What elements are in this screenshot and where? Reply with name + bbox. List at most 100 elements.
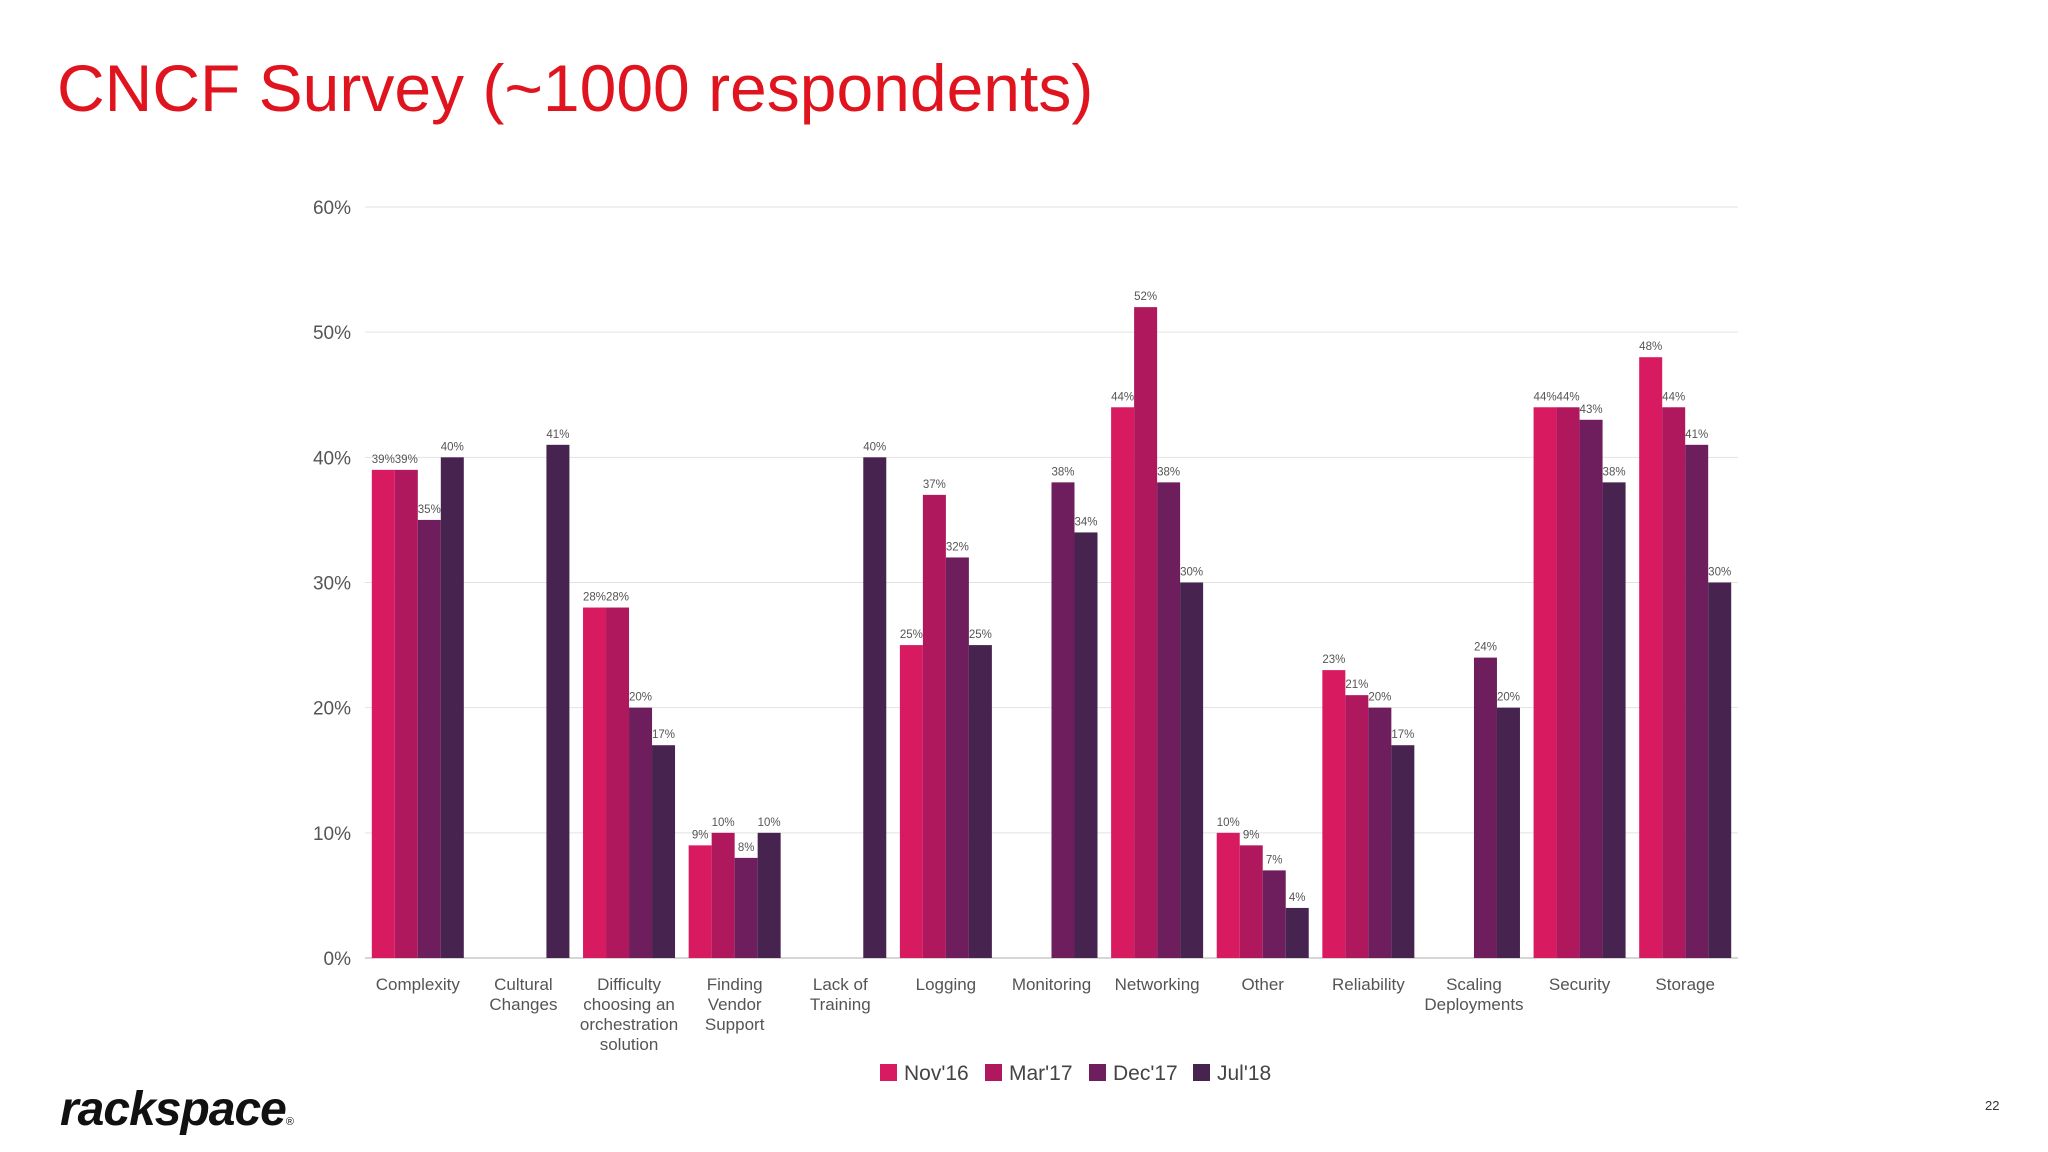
- bar: [1602, 482, 1626, 958]
- data-label: 7%: [1266, 854, 1283, 866]
- legend-swatch: [985, 1064, 1002, 1081]
- data-label: 9%: [1243, 829, 1260, 841]
- data-labels: 39% 39%35%40%41%28% 28%20%17%9%10%8%10%40%…: [372, 291, 1731, 904]
- data-label: 40%: [863, 441, 886, 453]
- bar: [440, 457, 464, 958]
- y-tick-label: 30%: [313, 574, 351, 595]
- category-label: Difficulty choosing an orchestration soluti…: [580, 975, 678, 1054]
- bar: [1533, 407, 1557, 958]
- category-label: Complexity: [376, 975, 461, 994]
- bar: [1368, 707, 1392, 958]
- bar: [922, 494, 946, 958]
- data-label: 28%: [583, 592, 606, 604]
- bar: [1216, 832, 1240, 958]
- data-label: 21%: [1345, 679, 1368, 691]
- y-tick-label: 10%: [313, 824, 351, 845]
- data-label: 38%: [1157, 466, 1180, 478]
- y-tick-label: 0%: [324, 949, 352, 970]
- data-label: 30%: [1708, 567, 1731, 579]
- data-label: 8%: [738, 842, 755, 854]
- bars: [371, 307, 1732, 959]
- bar: [1391, 745, 1415, 958]
- category-labels: Complexity Cultural Changes Difficulty choos…: [376, 975, 1715, 1054]
- bar: [583, 607, 607, 958]
- category-label: Storage: [1655, 975, 1715, 994]
- category-label: Networking: [1115, 975, 1200, 994]
- bar: [546, 444, 570, 959]
- y-axis-ticks: 0% 10% 20% 30% 40% 50% 60%: [313, 198, 351, 970]
- bar: [757, 832, 781, 958]
- data-label: 20%: [1497, 692, 1520, 704]
- data-label: 10%: [758, 817, 781, 829]
- data-label: 17%: [1391, 729, 1414, 741]
- category-label: Monitoring: [1012, 975, 1091, 994]
- bar: [652, 745, 676, 958]
- data-label: 4%: [1289, 892, 1306, 904]
- data-label: 9%: [692, 829, 709, 841]
- data-label: 44%: [1557, 391, 1580, 403]
- bar: [1662, 407, 1686, 958]
- bar: [1051, 482, 1075, 958]
- category-label: Other: [1241, 975, 1284, 994]
- bar: [1685, 444, 1709, 959]
- bar: [945, 557, 969, 958]
- category-label: Logging: [916, 975, 977, 994]
- bar: [417, 519, 441, 958]
- bar: [688, 845, 712, 958]
- bar: [1345, 695, 1369, 958]
- data-label: 34%: [1074, 516, 1097, 528]
- category-label: Security: [1549, 975, 1611, 994]
- legend-swatch: [880, 1064, 897, 1081]
- data-label: 28%: [606, 592, 629, 604]
- data-label: 32%: [946, 541, 969, 553]
- bar: [968, 645, 992, 958]
- bar: [1708, 582, 1732, 958]
- data-label: 48%: [1639, 341, 1662, 353]
- page-number: 22: [1985, 1098, 2000, 1113]
- data-label: 25%: [900, 629, 923, 641]
- legend-label: Mar'17: [1009, 1062, 1073, 1085]
- data-label: 24%: [1474, 642, 1497, 654]
- data-label: 44%: [1534, 391, 1557, 403]
- bar: [1496, 707, 1520, 958]
- bar: [1134, 307, 1158, 959]
- data-label: 52%: [1134, 291, 1157, 303]
- data-label: 23%: [1322, 654, 1345, 666]
- slide-title: CNCF Survey (~1000 respondents): [57, 51, 1094, 125]
- category-label: Scaling Deployments: [1424, 975, 1523, 1014]
- data-label: 39%: [395, 454, 418, 466]
- bar: [1639, 357, 1663, 958]
- data-label: 41%: [546, 429, 569, 441]
- data-label: 44%: [1662, 391, 1685, 403]
- legend-swatch: [1089, 1064, 1106, 1081]
- data-label: 39%: [372, 454, 395, 466]
- data-label: 20%: [1368, 692, 1391, 704]
- bar: [1579, 419, 1603, 958]
- data-label: 35%: [418, 504, 441, 516]
- y-tick-label: 50%: [313, 323, 351, 344]
- bar: [1262, 870, 1286, 958]
- data-label: 10%: [712, 817, 735, 829]
- data-label: 40%: [441, 441, 464, 453]
- category-label: Lack of Training: [810, 975, 871, 1014]
- legend-label: Dec'17: [1113, 1062, 1178, 1085]
- bar: [606, 607, 630, 958]
- data-label: 37%: [923, 479, 946, 491]
- bar: [899, 645, 923, 958]
- bar: [1074, 532, 1098, 958]
- data-label: 38%: [1051, 466, 1074, 478]
- legend-swatch: [1193, 1064, 1210, 1081]
- bar: [1473, 657, 1497, 958]
- bar: [1322, 670, 1346, 958]
- legend: Nov'16 Mar'17 Dec'17 Jul'18: [880, 1062, 1271, 1085]
- bar: [629, 707, 653, 958]
- legend-label: Nov'16: [904, 1062, 969, 1085]
- bar: [711, 832, 735, 958]
- bar: [394, 469, 418, 958]
- data-label: 25%: [969, 629, 992, 641]
- bar: [1157, 482, 1181, 958]
- category-label: Reliability: [1332, 975, 1405, 994]
- data-label: 41%: [1685, 429, 1708, 441]
- bar: [1285, 907, 1309, 958]
